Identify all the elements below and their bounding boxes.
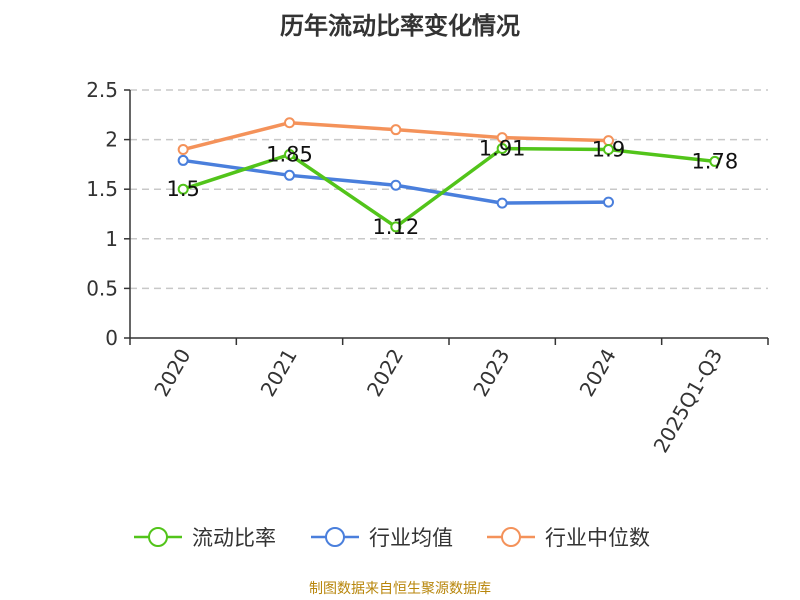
legend-label: 流动比率: [192, 526, 276, 550]
data-point: [284, 117, 295, 129]
y-tick-label: 2: [105, 128, 118, 152]
data-point: [390, 179, 402, 191]
data-point: [177, 144, 189, 156]
data-point: [709, 155, 721, 167]
y-tick-label: 0: [105, 326, 118, 350]
data-point: [284, 148, 295, 160]
x-tick-label: 2021: [256, 345, 302, 401]
x-tick-label: 2023: [468, 344, 514, 400]
x-tick-label: 2020: [149, 345, 195, 401]
data-label: 1.85: [266, 142, 313, 166]
data-point: [603, 196, 614, 208]
legend-swatch-marker: [148, 527, 168, 547]
y-tick-label: 1: [105, 227, 118, 251]
legend-label: 行业中位数: [545, 526, 650, 550]
data-label: 1.9: [592, 138, 625, 162]
data-source-note: 制图数据来自恒生聚源数据库: [309, 581, 491, 597]
data-point: [390, 124, 402, 136]
data-point: [284, 169, 295, 181]
data-point: [177, 154, 189, 166]
data-point: [390, 221, 402, 233]
data-point: [177, 183, 189, 195]
data-label: 1.5: [166, 177, 199, 201]
y-tick-label: 1.5: [86, 177, 118, 201]
y-tick-label: 2.5: [86, 78, 118, 102]
y-tick-label: 0.5: [86, 276, 118, 300]
data-point: [496, 132, 508, 144]
series-line: [182, 146, 716, 229]
data-label: 1.78: [691, 149, 738, 173]
x-tick-label: 2025Q1-Q3: [648, 345, 727, 457]
legend-swatch-marker: [501, 527, 521, 547]
data-point: [496, 143, 508, 155]
data-point: [496, 197, 508, 209]
legend-swatch-marker: [325, 527, 345, 547]
data-point: [603, 144, 614, 156]
data-label: 1.91: [479, 137, 526, 161]
legend-label: 行业均值: [369, 526, 453, 550]
data-label: 1.12: [372, 215, 419, 239]
chart-title: 历年流动比率变化情况: [280, 12, 520, 40]
x-tick-label: 2024: [575, 345, 621, 401]
x-tick-label: 2022: [362, 345, 408, 401]
